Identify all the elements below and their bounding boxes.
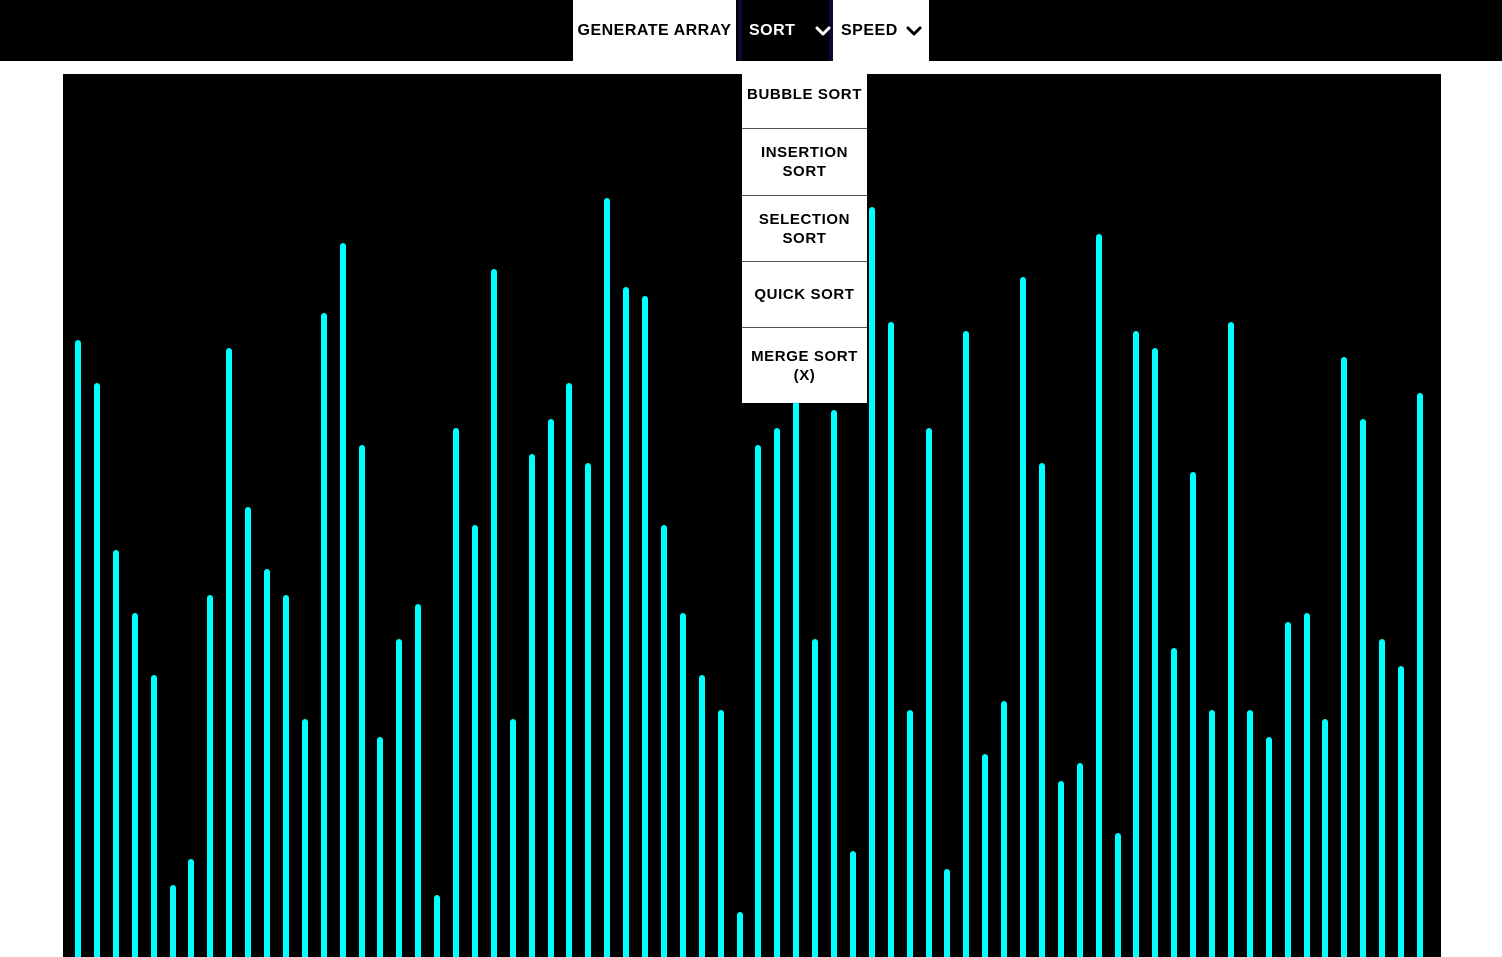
array-bar [982, 754, 989, 957]
array-bar [963, 331, 970, 957]
menu-item-selection-sort[interactable]: SELECTION SORT [742, 196, 867, 262]
array-bar [339, 243, 346, 957]
array-bar [1360, 419, 1367, 957]
array-bar [887, 322, 894, 957]
array-bar [264, 569, 270, 957]
array-bar [377, 737, 384, 957]
sort-dropdown-button[interactable]: SORT [738, 0, 833, 61]
array-bar [1284, 622, 1291, 957]
array-bar [1227, 322, 1234, 957]
array-bar [509, 719, 516, 957]
chevron-down-icon [815, 26, 831, 36]
array-bar [528, 454, 535, 957]
generate-array-label: GENERATE ARRAY [577, 21, 732, 39]
menu-item-label: QUICK SORT [754, 286, 855, 303]
array-bar [396, 639, 403, 957]
array-bar [793, 401, 800, 957]
array-bar [112, 550, 119, 957]
array-bar [471, 525, 478, 957]
speed-dropdown-button[interactable]: SPEED [833, 0, 929, 61]
array-bar [660, 525, 667, 957]
array-bar [1114, 833, 1121, 957]
array-bar [1038, 463, 1045, 957]
array-bar [566, 383, 573, 957]
array-bar [906, 710, 913, 957]
array-bar [1398, 666, 1404, 957]
array-bar [207, 595, 214, 957]
array-bar [679, 613, 686, 957]
array-bar [755, 445, 762, 957]
array-bar [320, 313, 327, 957]
array-bar [831, 410, 837, 957]
array-bar [604, 198, 611, 957]
array-bar [736, 912, 743, 957]
array-bar [188, 859, 195, 957]
array-bar [849, 851, 856, 957]
array-bar [1152, 348, 1159, 957]
generate-array-button[interactable]: GENERATE ARRAY [573, 0, 736, 61]
array-bar [131, 613, 138, 957]
sort-label: SORT [749, 21, 796, 39]
chevron-down-icon [906, 26, 922, 36]
array-bar [434, 895, 441, 957]
menu-item-insertion-sort[interactable]: INSERTION SORT [742, 129, 867, 196]
array-bar [547, 419, 554, 957]
array-bar [169, 885, 176, 957]
array-bar [1095, 234, 1102, 957]
array-bar [1416, 393, 1423, 957]
menu-item-merge-sort[interactable]: MERGE SORT (X) [742, 328, 867, 403]
array-bar [1303, 613, 1310, 957]
top-navbar: GENERATE ARRAY SORT SPEED [0, 0, 1502, 61]
array-bar [1171, 648, 1178, 957]
array-bar [642, 296, 648, 957]
menu-item-label: BUBBLE SORT [747, 86, 862, 103]
menu-item-label: INSERTION SORT [760, 144, 849, 180]
array-bar [93, 383, 100, 957]
array-bar [868, 207, 875, 957]
array-bar [698, 675, 705, 957]
menu-item-bubble-sort[interactable]: BUBBLE SORT [742, 61, 867, 129]
array-bar [453, 428, 459, 957]
menu-item-label: MERGE SORT (X) [751, 347, 858, 384]
sort-dropdown-menu: BUBBLE SORT INSERTION SORT SELECTION SOR… [742, 61, 867, 403]
array-bar [490, 269, 497, 957]
menu-item-quick-sort[interactable]: QUICK SORT [742, 262, 867, 328]
array-bar [358, 445, 365, 957]
array-bar [1265, 737, 1272, 957]
array-bar [925, 428, 932, 957]
menu-item-label: SELECTION SORT [758, 210, 851, 247]
array-bar [1379, 639, 1386, 957]
array-bar [226, 348, 233, 957]
array-bar [1190, 472, 1197, 957]
array-bar [1057, 781, 1064, 957]
array-bar [1001, 701, 1008, 957]
array-bar [623, 287, 630, 957]
array-bar [301, 719, 308, 957]
array-bar [585, 463, 592, 957]
array-bar [1341, 357, 1348, 957]
array-bar [415, 604, 422, 957]
array-bar [1209, 710, 1215, 957]
array-bar [245, 507, 252, 957]
array-bar [774, 428, 781, 957]
array-bar [1020, 277, 1026, 957]
speed-label: SPEED [841, 21, 898, 39]
array-bar [1133, 331, 1140, 957]
array-bar [717, 710, 724, 957]
array-bar [1322, 719, 1329, 957]
array-bar [75, 340, 81, 957]
array-bar [812, 639, 819, 957]
array-bar [1246, 710, 1253, 957]
array-bar [944, 869, 951, 957]
array-bar [1076, 763, 1083, 957]
array-bar [282, 595, 289, 957]
array-bar [150, 675, 157, 957]
